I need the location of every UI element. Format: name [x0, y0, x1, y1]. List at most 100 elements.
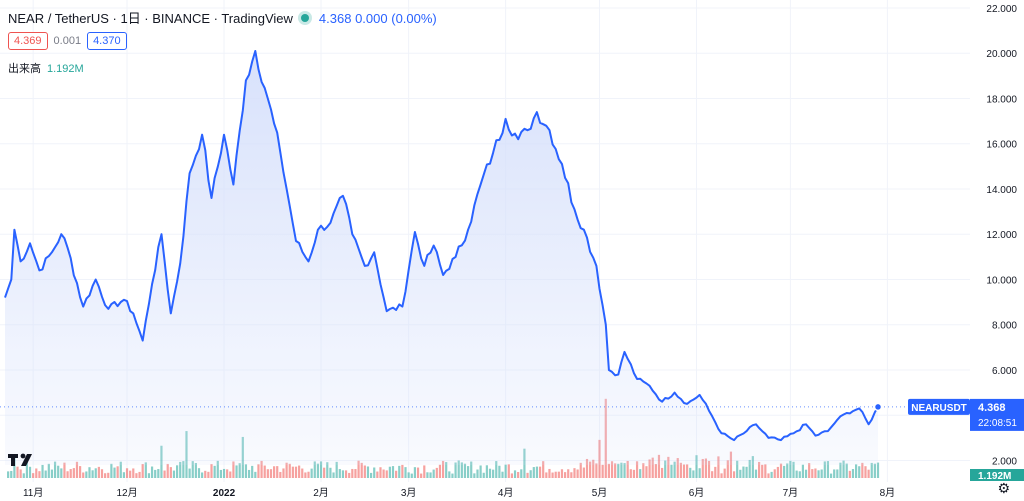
volume-bar: [839, 462, 842, 478]
volume-bar: [739, 469, 742, 478]
volume-bar: [282, 468, 285, 478]
market-status-icon: [300, 14, 309, 22]
volume-bar: [626, 460, 629, 478]
volume-bar: [313, 461, 316, 478]
volume-bar: [188, 468, 191, 478]
volume-bar: [226, 469, 229, 478]
volume-bar: [310, 468, 313, 478]
volume-bar: [704, 458, 708, 478]
volume-bar: [301, 468, 304, 478]
volume-bar: [823, 461, 826, 478]
price-line: [4, 50, 879, 442]
volume-bar: [623, 463, 626, 478]
volume-bar: [563, 472, 567, 478]
volume-bar: [410, 473, 413, 478]
sell-price-button[interactable]: 4.369: [8, 32, 48, 50]
volume-bar: [783, 465, 786, 478]
volume-bar: [53, 461, 57, 478]
volume-bar: [10, 470, 13, 478]
volume-bar: [388, 466, 391, 478]
volume-bar: [601, 464, 604, 478]
volume-bar: [617, 463, 620, 478]
y-tick-label: 8.000: [992, 321, 1017, 332]
tradingview-logo-icon[interactable]: [4, 448, 40, 472]
volume-bar: [351, 468, 354, 478]
price-area: [0, 50, 970, 465]
volume-bar: [773, 469, 776, 478]
volume-bar: [660, 467, 664, 478]
volume-bar: [695, 455, 698, 478]
volume-bar: [529, 470, 532, 478]
volume-bar: [360, 462, 363, 478]
volume-bar: [432, 469, 435, 478]
volume-bar: [873, 463, 876, 478]
volume-bar: [548, 468, 551, 478]
volume-bar: [648, 459, 651, 478]
volume-bar: [448, 471, 451, 478]
bid-ask-row: 4.369 0.001 4.370: [8, 32, 127, 50]
volume-bar: [517, 471, 520, 478]
volume-bar: [686, 464, 689, 478]
volume-bar: [288, 463, 291, 478]
x-tick-label: 4月: [498, 487, 514, 499]
volume-bar: [589, 461, 592, 478]
volume-bar: [197, 468, 201, 478]
volume-bar: [870, 462, 873, 478]
volume-bar: [639, 469, 642, 478]
buy-price-button[interactable]: 4.370: [87, 32, 127, 50]
volume-bar: [175, 465, 179, 478]
volume-bar: [567, 469, 570, 478]
volume-bar: [811, 469, 814, 478]
volume-bar: [113, 467, 116, 478]
volume-bar: [579, 462, 582, 478]
volume-bar: [138, 471, 141, 478]
volume-bar: [100, 469, 104, 478]
last-price-marker: [873, 402, 883, 412]
volume-bar: [854, 464, 858, 478]
volume-bar: [191, 461, 194, 478]
volume-bar: [610, 461, 614, 478]
x-tick-label: 2022: [213, 488, 236, 499]
volume-bar: [435, 467, 438, 478]
volume-bar: [429, 472, 432, 478]
y-tick-label: 18.000: [986, 94, 1017, 105]
gear-icon[interactable]: ⚙: [997, 480, 1010, 496]
volume-bar: [582, 467, 585, 478]
volume-bar: [260, 460, 263, 478]
volume-bar: [16, 466, 19, 478]
x-tick-label: 7月: [783, 487, 799, 499]
volume-bar: [532, 467, 535, 478]
volume-bar: [266, 469, 269, 478]
volume-bar: [513, 470, 517, 478]
volume-bar: [629, 469, 632, 478]
volume-bar: [495, 461, 498, 478]
volume-bar: [338, 469, 341, 478]
volume-bar: [172, 470, 176, 478]
volume-bar: [207, 471, 210, 478]
volume-bar: [150, 466, 154, 478]
volume-bar: [72, 468, 75, 478]
symbol-title[interactable]: NEAR / TetherUS · 1日 · BINANCE · Trading…: [8, 11, 293, 26]
volume-bar: [254, 471, 257, 478]
x-tick-label: 3月: [401, 487, 417, 499]
volume-bar: [682, 464, 686, 478]
volume-bar: [829, 473, 833, 478]
volume-bar: [851, 469, 855, 478]
volume-bar: [404, 467, 407, 478]
volume-bar: [726, 460, 729, 478]
volume-bar: [438, 464, 442, 478]
volume-bar: [35, 468, 38, 478]
volume-bar: [348, 472, 351, 478]
volume-bar: [670, 464, 673, 478]
volume-bar: [116, 466, 119, 478]
volume-bar: [182, 461, 185, 478]
volume-bar: [679, 462, 682, 478]
volume-bar: [169, 467, 172, 478]
volume-bar: [279, 471, 282, 478]
volume-bar: [482, 472, 485, 478]
volume-bar: [166, 463, 169, 478]
volume-bar: [335, 461, 338, 478]
volume-bar: [560, 469, 564, 478]
countdown-label: 22:08:51: [978, 418, 1017, 429]
